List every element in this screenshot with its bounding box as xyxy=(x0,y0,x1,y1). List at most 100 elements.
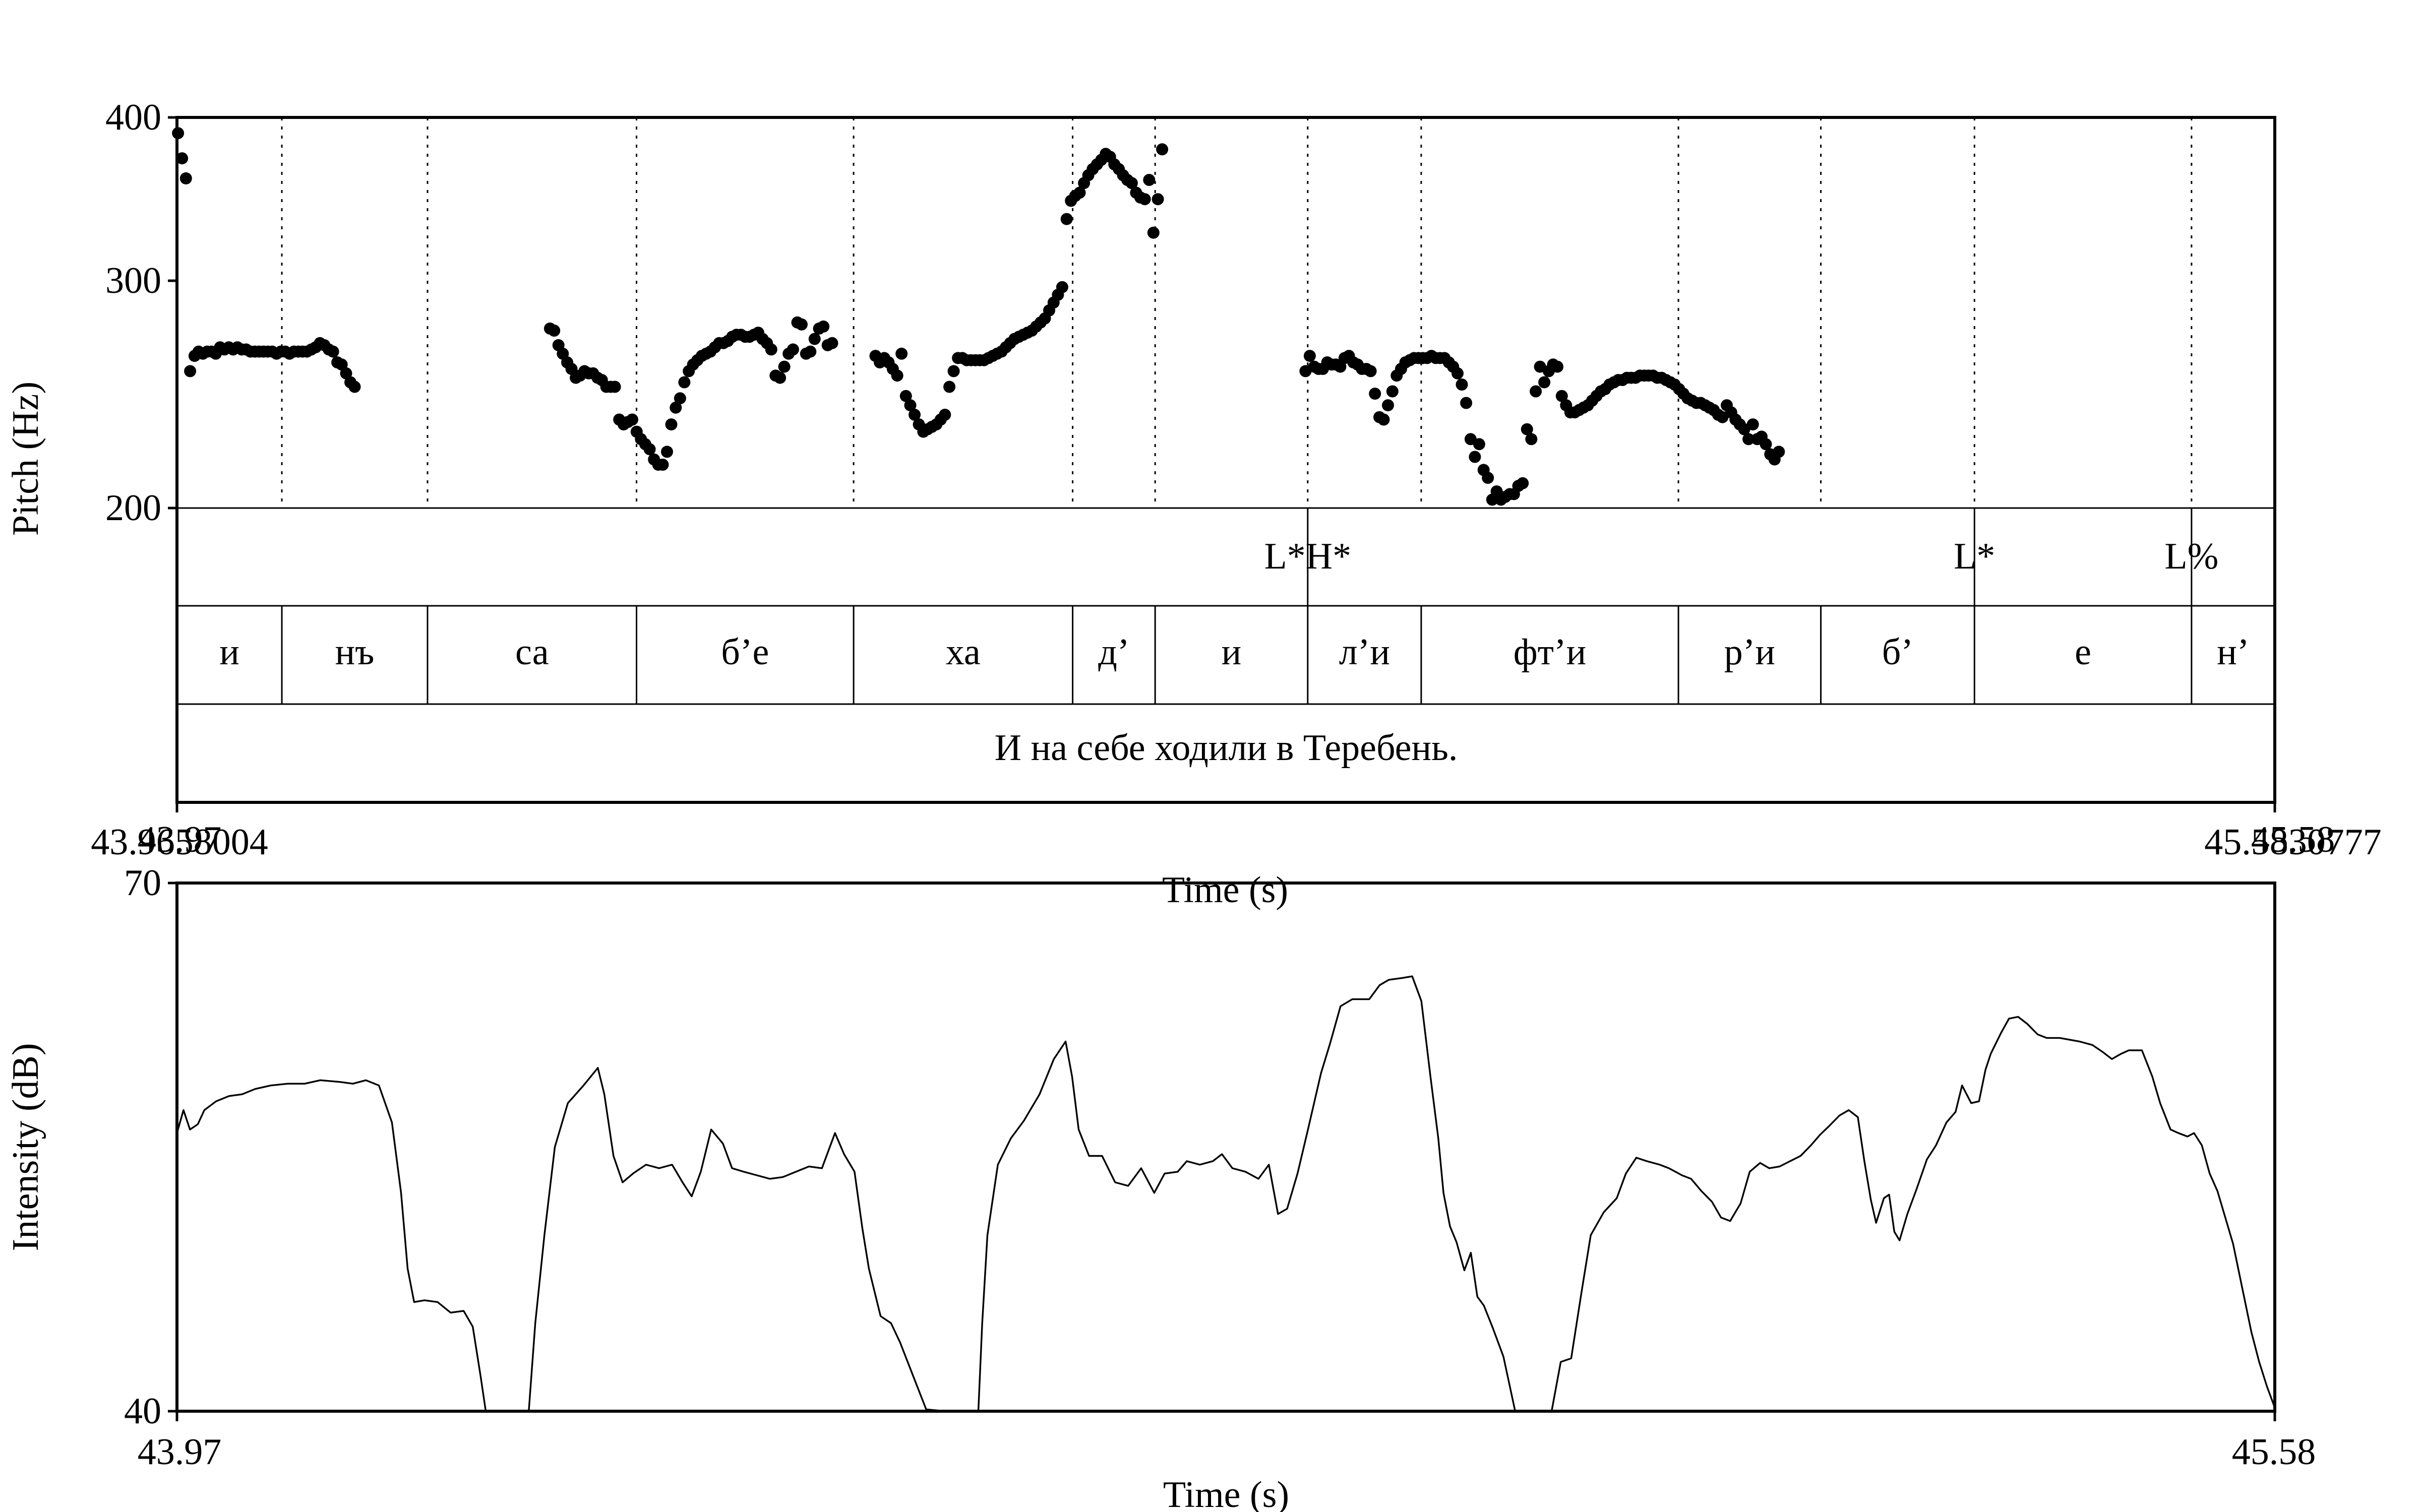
pitch-point xyxy=(1382,399,1394,412)
intensity-ytick-label-70: 70 xyxy=(124,862,161,904)
syllable-label: б’е xyxy=(721,632,769,673)
pitch-point xyxy=(804,345,817,358)
pitch-point xyxy=(1456,379,1468,391)
pitch-point xyxy=(1364,365,1377,377)
pitch-ytick-label-400: 400 xyxy=(105,97,161,138)
intensity-y-axis-label: Intensity (dB) xyxy=(5,1043,46,1251)
syllable-label: е xyxy=(2075,632,2091,673)
syllable-label: и xyxy=(219,632,239,673)
pitch-point xyxy=(1377,413,1390,426)
syllable-boundary-lines xyxy=(281,606,2193,704)
pitch-xtick-label-end: 45.58 xyxy=(2251,819,2335,860)
pitch-xtick-label-end-exact: 45.5830777 xyxy=(2204,822,2382,863)
pitch-point xyxy=(909,408,921,421)
pitch-point xyxy=(943,381,956,393)
tone-label: L% xyxy=(2164,536,2218,577)
pitch-point xyxy=(1451,367,1464,380)
pitch-point xyxy=(1125,177,1138,190)
intensity-series xyxy=(176,975,2276,1412)
pitch-point xyxy=(1056,281,1068,293)
pitch-point xyxy=(674,392,686,405)
pitch-ytick-label-300: 300 xyxy=(105,260,161,301)
pitch-point xyxy=(765,343,777,356)
syllable-label: ха xyxy=(946,632,981,673)
pitch-point xyxy=(899,390,912,402)
pitch-point xyxy=(1386,385,1399,398)
pitch-point xyxy=(179,172,192,184)
syllable-label: б’ xyxy=(1882,632,1913,673)
syllable-label: и xyxy=(1222,632,1242,673)
pitch-point xyxy=(1551,360,1563,373)
syllable-label: д’ xyxy=(1098,632,1129,673)
pitch-point xyxy=(939,408,951,421)
syllable-label: нъ xyxy=(335,632,375,673)
annotation-frame xyxy=(175,116,2276,804)
pitch-point xyxy=(1138,193,1151,206)
pitch-point xyxy=(656,459,669,471)
pitch-point xyxy=(1473,438,1485,451)
intensity-panel: 70 40 Intensity (dB) 43.97 45.58 Time (s… xyxy=(5,862,2316,1512)
pitch-point xyxy=(643,443,656,456)
pitch-point xyxy=(796,318,808,331)
pitch-x-axis-label: Time (s) xyxy=(1162,869,1288,911)
tone-tier: L*H* L* L% xyxy=(1264,508,2218,606)
pitch-ytick-label-200: 200 xyxy=(105,487,161,529)
pitch-point xyxy=(808,333,821,345)
pitch-point xyxy=(626,413,638,426)
pitch-point xyxy=(670,401,682,414)
pitch-point xyxy=(1143,174,1156,186)
pitch-point xyxy=(184,365,197,377)
pitch-point xyxy=(1555,390,1568,402)
pitch-point xyxy=(1530,385,1542,398)
syllable-label: н’ xyxy=(2217,632,2249,673)
pitch-point xyxy=(661,446,673,458)
intensity-plot-frame xyxy=(175,881,2276,1413)
pitch-series xyxy=(172,127,1785,506)
pitch-point xyxy=(327,345,339,358)
pitch-point xyxy=(1073,186,1086,199)
pitch-point xyxy=(348,381,361,393)
intensity-ytick-label-40: 40 xyxy=(124,1391,161,1432)
syllable-label: р’и xyxy=(1724,632,1775,673)
pitch-point xyxy=(1538,376,1551,389)
pitch-point xyxy=(817,320,830,333)
pitch-point xyxy=(1369,388,1381,400)
pitch-point xyxy=(1525,433,1538,446)
pitch-point xyxy=(665,418,678,431)
pitch-point xyxy=(774,371,786,384)
intensity-xtick-label-end: 45.58 xyxy=(2232,1431,2316,1473)
pitch-point xyxy=(1742,433,1755,446)
pitch-point xyxy=(1156,143,1169,156)
pitch-point xyxy=(1469,451,1481,463)
pitch-point xyxy=(891,369,903,382)
pitch-panel: L*H* L* L% и нъ са б’е ха д’ и л’и фт’и р’и б’ е н’ И … xyxy=(5,97,2382,911)
pitch-xtick-label-start: 43.97 xyxy=(138,819,222,860)
pitch-point xyxy=(1147,226,1160,239)
pitch-point xyxy=(1060,213,1073,225)
pitch-point xyxy=(1152,193,1164,206)
pitch-point xyxy=(826,337,838,349)
pitch-point xyxy=(904,399,917,412)
pitch-point xyxy=(786,343,799,356)
pitch-point xyxy=(678,376,691,389)
pitch-y-axis-label: Pitch (Hz) xyxy=(5,382,46,536)
syllable-label: фт’и xyxy=(1514,632,1587,673)
pitch-point xyxy=(548,325,561,337)
pitch-point xyxy=(1482,472,1494,484)
tone-label: L*H* xyxy=(1264,536,1351,577)
pitch-point xyxy=(1760,438,1772,451)
pitch-boundary-lines xyxy=(281,117,2193,508)
pitch-point xyxy=(172,127,185,140)
pitch-xtick-label-start-exact: 43.9658004 xyxy=(91,822,268,863)
syllable-label: са xyxy=(515,632,549,673)
intensity-xtick-label-start: 43.97 xyxy=(138,1431,222,1473)
pitch-point xyxy=(1303,350,1316,362)
intensity-x-axis-label: Time (s) xyxy=(1163,1474,1289,1512)
pitch-point xyxy=(947,365,960,377)
tone-label: L* xyxy=(1954,536,1995,577)
pitch-point xyxy=(609,381,621,393)
pitch-point xyxy=(778,360,791,373)
syllable-label: л’и xyxy=(1339,632,1390,673)
sentence-label: И на себе ходили в Теребень. xyxy=(995,727,1458,769)
